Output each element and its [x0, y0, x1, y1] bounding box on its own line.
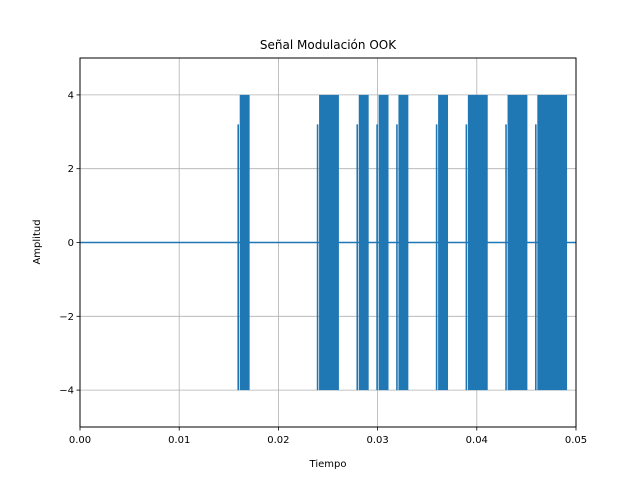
x-tick-label: 0.01	[168, 435, 190, 446]
y-tick-label: −2	[59, 312, 74, 323]
signal-burst	[467, 94, 488, 391]
x-tick-label: 0.03	[366, 435, 388, 446]
y-tick-label: −4	[59, 386, 74, 397]
x-tick-label: 0.02	[267, 435, 289, 446]
y-tick-label: 0	[68, 238, 74, 249]
signal-burst	[537, 94, 568, 391]
signal-burst	[239, 94, 250, 391]
y-tick-label: 4	[68, 90, 74, 101]
y-axis-label: Amplitud	[32, 219, 43, 264]
signal-burst	[398, 94, 409, 391]
signal-burst	[438, 94, 449, 391]
signal-burst	[507, 94, 528, 391]
x-axis-label: Tiempo	[309, 459, 347, 470]
y-tick-label: 2	[68, 164, 74, 175]
signal-burst	[358, 94, 369, 391]
signal-burst	[378, 94, 389, 391]
signal-burst	[319, 94, 339, 391]
x-tick-label: 0.00	[69, 435, 91, 446]
chart-title: Señal Modulación OOK	[260, 38, 397, 52]
x-tick-label: 0.04	[466, 435, 488, 446]
x-tick-label: 0.05	[565, 435, 587, 446]
axis-ticks: 0.00 0.01 0.02 0.03 0.04 0.05 −4 −2 0 2 4	[59, 90, 587, 446]
signal-series	[80, 94, 576, 391]
